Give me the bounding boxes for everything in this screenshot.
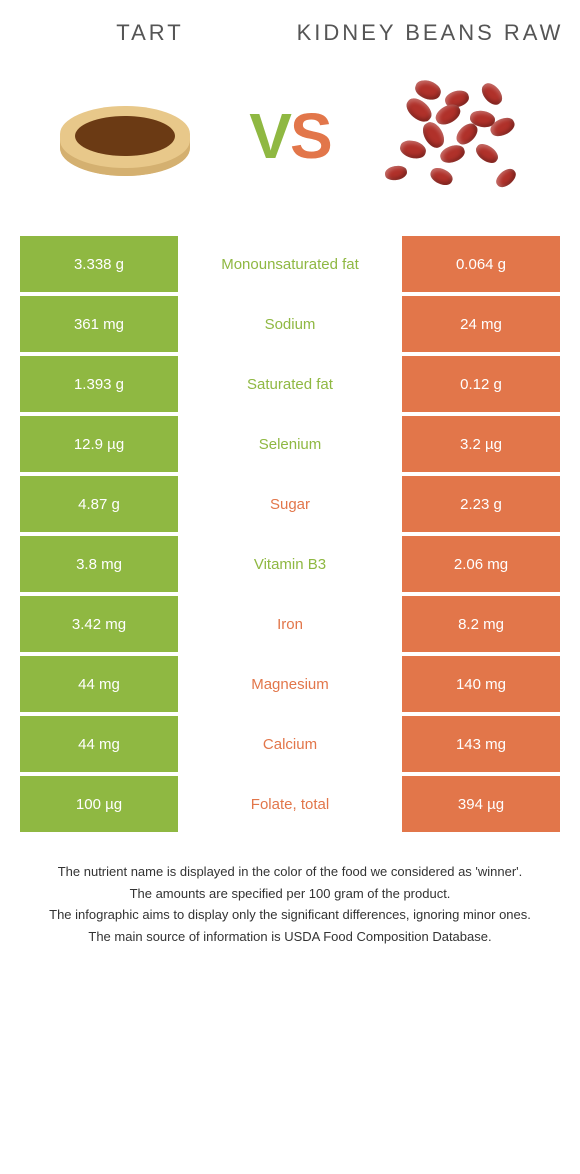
left-value: 12.9 µg — [20, 416, 178, 472]
nutrient-label: Monounsaturated fat — [178, 236, 402, 292]
footer-line: The nutrient name is displayed in the co… — [20, 862, 560, 882]
nutrient-label: Magnesium — [178, 656, 402, 712]
right-value: 140 mg — [402, 656, 560, 712]
right-value: 3.2 µg — [402, 416, 560, 472]
nutrient-label: Vitamin B3 — [178, 536, 402, 592]
left-title: Tart — [10, 20, 290, 46]
left-value: 3.42 mg — [20, 596, 178, 652]
tart-image — [40, 66, 210, 206]
vs-label: VS — [249, 99, 330, 173]
vs-s: S — [290, 100, 331, 172]
footer-line: The infographic aims to display only the… — [20, 905, 560, 925]
footer-line: The amounts are specified per 100 gram o… — [20, 884, 560, 904]
right-value: 24 mg — [402, 296, 560, 352]
nutrient-label: Calcium — [178, 716, 402, 772]
right-value: 8.2 mg — [402, 596, 560, 652]
right-value: 0.064 g — [402, 236, 560, 292]
nutrient-table: 3.338 gMonounsaturated fat0.064 g361 mgS… — [20, 236, 560, 832]
right-title: Kidney beans raw — [290, 20, 570, 46]
footer-notes: The nutrient name is displayed in the co… — [20, 862, 560, 946]
table-row: 44 mgMagnesium140 mg — [20, 656, 560, 712]
left-value: 44 mg — [20, 656, 178, 712]
right-value: 2.23 g — [402, 476, 560, 532]
table-row: 3.42 mgIron8.2 mg — [20, 596, 560, 652]
right-value: 143 mg — [402, 716, 560, 772]
table-row: 100 µgFolate, total394 µg — [20, 776, 560, 832]
nutrient-label: Sugar — [178, 476, 402, 532]
beans-image — [370, 66, 540, 206]
right-value: 0.12 g — [402, 356, 560, 412]
left-value: 4.87 g — [20, 476, 178, 532]
left-value: 1.393 g — [20, 356, 178, 412]
vs-v: V — [249, 100, 290, 172]
table-row: 4.87 gSugar2.23 g — [20, 476, 560, 532]
right-value: 2.06 mg — [402, 536, 560, 592]
table-row: 361 mgSodium24 mg — [20, 296, 560, 352]
footer-line: The main source of information is USDA F… — [20, 927, 560, 947]
table-row: 12.9 µgSelenium3.2 µg — [20, 416, 560, 472]
nutrient-label: Selenium — [178, 416, 402, 472]
right-value: 394 µg — [402, 776, 560, 832]
table-row: 3.338 gMonounsaturated fat0.064 g — [20, 236, 560, 292]
images-row: VS — [0, 56, 580, 236]
left-value: 3.338 g — [20, 236, 178, 292]
left-value: 100 µg — [20, 776, 178, 832]
nutrient-label: Sodium — [178, 296, 402, 352]
left-value: 44 mg — [20, 716, 178, 772]
left-value: 361 mg — [20, 296, 178, 352]
table-row: 1.393 gSaturated fat0.12 g — [20, 356, 560, 412]
nutrient-label: Saturated fat — [178, 356, 402, 412]
left-value: 3.8 mg — [20, 536, 178, 592]
nutrient-label: Folate, total — [178, 776, 402, 832]
table-row: 3.8 mgVitamin B32.06 mg — [20, 536, 560, 592]
table-row: 44 mgCalcium143 mg — [20, 716, 560, 772]
header-row: Tart Kidney beans raw — [0, 0, 580, 56]
nutrient-label: Iron — [178, 596, 402, 652]
